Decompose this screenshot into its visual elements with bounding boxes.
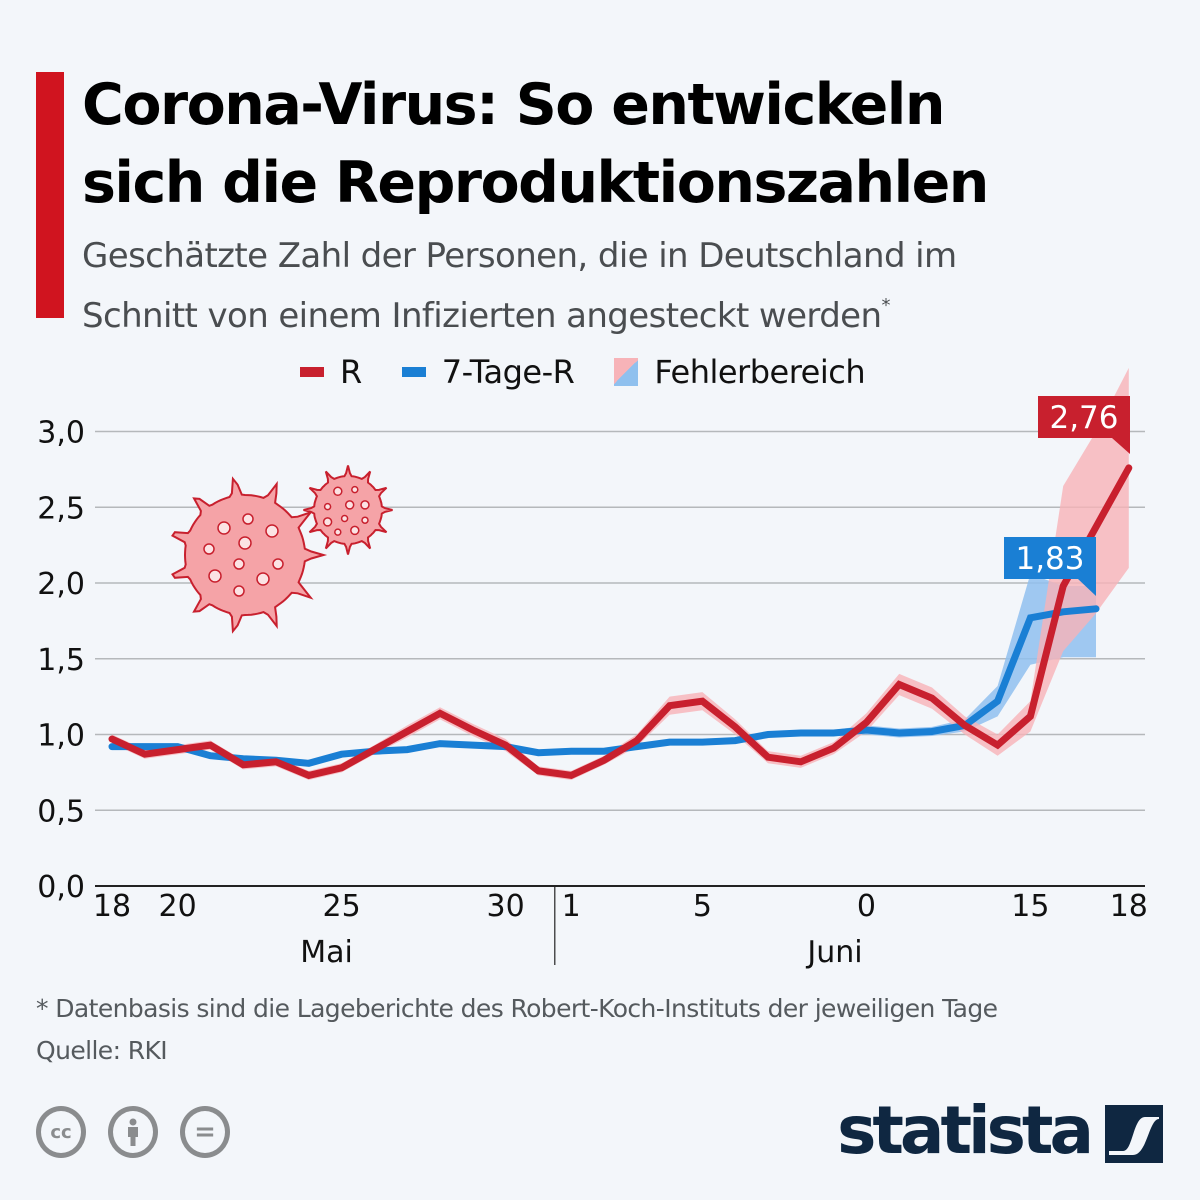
x-tick-label: 30 xyxy=(487,889,525,924)
virus-large-icon-dot xyxy=(272,558,284,570)
x-tick-label: 20 xyxy=(159,889,197,924)
x-tick-label: 0 xyxy=(857,889,876,924)
y-tick-label: 2,0 xyxy=(37,567,85,602)
virus-small-icon-dot xyxy=(361,516,369,524)
legend-item-fehlerbereich: Fehlerbereich xyxy=(614,353,866,391)
virus-small-icon-dot xyxy=(344,500,355,510)
legend: R 7-Tage-R Fehlerbereich xyxy=(300,350,905,394)
x-tick-label: 18 xyxy=(93,889,131,924)
legend-swatch-7-tage-r xyxy=(401,367,426,377)
footnote: * Datenbasis sind die Lageberichte des R… xyxy=(36,994,998,1023)
month-label: Mai xyxy=(300,935,353,970)
virus-large-icon-dot xyxy=(265,524,279,538)
virus-large-icon-dot xyxy=(217,521,231,535)
title-line-1: Corona-Virus: So entwickeln xyxy=(82,72,945,138)
subtitle-line-2-wrap: Schnitt von einem Infizierten angesteckt… xyxy=(82,281,1182,341)
virus-small-icon-dot xyxy=(322,517,333,527)
y-tick-label: 3,0 xyxy=(37,416,85,451)
statista-logo-icon xyxy=(1105,1105,1163,1163)
virus-small-icon-dot xyxy=(334,528,342,536)
statista-logo[interactable]: statista xyxy=(837,1092,1094,1169)
end-label-r-text: 2,76 xyxy=(1049,400,1118,436)
end-label-r-box xyxy=(1038,396,1130,438)
line-7-tage-r xyxy=(108,605,1100,767)
virus-large-icon-dot xyxy=(242,513,254,525)
virus-small-icon-dot xyxy=(333,486,343,497)
legend-item-7-tage-r: 7-Tage-R xyxy=(401,353,575,391)
y-tick-label: 2,5 xyxy=(37,491,85,526)
virus-small-icon-dot xyxy=(360,500,370,510)
chart-title: Corona-Virus: So entwickeln sich die Rep… xyxy=(82,66,1182,222)
chart-subtitle: Geschätzte Zahl der Personen, die in Deu… xyxy=(82,232,1182,341)
x-tick-label: 25 xyxy=(323,889,361,924)
legend-item-r: R xyxy=(300,353,362,391)
end-label-7-tage-r-box xyxy=(1004,537,1096,579)
x-tick-label: 15 xyxy=(1011,889,1049,924)
virus-large-icon xyxy=(171,476,328,634)
y-tick-label: 0,0 xyxy=(37,870,85,905)
series-lines xyxy=(108,464,1133,780)
end-label-7-tage-r-pointer xyxy=(1078,579,1096,596)
legend-label-7-tage-r: 7-Tage-R xyxy=(441,353,575,391)
end-label-7-tage-r-text: 1,83 xyxy=(1015,541,1084,577)
subtitle-line-2: Schnitt von einem Infizierten angesteckt… xyxy=(82,296,882,336)
x-tick-label: 5 xyxy=(693,889,712,924)
virus-large-icon-dot xyxy=(233,585,245,597)
legend-label-r: R xyxy=(340,353,362,391)
title-line-2: sich die Reproduktionszahlen xyxy=(82,150,989,216)
x-tick-label: 1 xyxy=(562,889,581,924)
virus-illustration xyxy=(171,465,393,634)
subtitle-line-1: Geschätzte Zahl der Personen, die in Deu… xyxy=(82,236,957,276)
y-tick-label: 1,5 xyxy=(37,643,85,678)
month-label: Juni xyxy=(805,935,862,970)
virus-large-icon-dot xyxy=(238,536,252,550)
legend-swatch-fehlerbereich xyxy=(614,358,639,386)
person-glyph-icon xyxy=(128,1118,138,1146)
chart-svg: 0,00,51,01,52,02,53,0 18 20 25 30 1 5 0 15 18Mai… xyxy=(37,367,1148,970)
virus-small-icon-dot xyxy=(351,485,359,494)
virus-small-icon-dot xyxy=(323,502,332,511)
accent-bar xyxy=(36,72,64,318)
footnote-mark: * xyxy=(881,295,890,316)
nd-icon-label: = xyxy=(194,1117,216,1147)
y-tick-label: 1,0 xyxy=(37,719,85,754)
footnote-block: * Datenbasis sind die Lageberichte des R… xyxy=(36,988,998,1072)
legend-swatch-r xyxy=(300,367,324,377)
x-tick-label: 18 xyxy=(1110,889,1148,924)
end-label-r-pointer xyxy=(1112,438,1130,454)
virus-large-icon-dot xyxy=(203,543,215,555)
virus-small-icon xyxy=(303,465,393,555)
no-derivatives-icon[interactable]: = xyxy=(180,1106,230,1158)
virus-small-icon-dot xyxy=(350,525,360,536)
cc-icon-label: cc xyxy=(50,1121,72,1143)
virus-large-icon-dot xyxy=(233,558,245,570)
end-labels: 2,76 1,83 xyxy=(1004,396,1130,596)
virus-large-icon-dot xyxy=(256,572,270,586)
attribution-icon[interactable] xyxy=(108,1106,158,1158)
virus-small-icon-dot xyxy=(340,514,349,523)
license-icons: cc = xyxy=(36,1106,252,1158)
legend-label-fehlerbereich: Fehlerbereich xyxy=(654,353,866,391)
line-r xyxy=(108,464,1133,780)
virus-large-icon-dot xyxy=(208,569,222,583)
y-tick-label: 0,5 xyxy=(37,794,85,829)
grid: 0,0 0,5 1,0 1,5 2,0 2,5 3,0 xyxy=(37,416,1145,905)
source: Quelle: RKI xyxy=(36,1036,168,1065)
cc-icon[interactable]: cc xyxy=(36,1106,86,1158)
